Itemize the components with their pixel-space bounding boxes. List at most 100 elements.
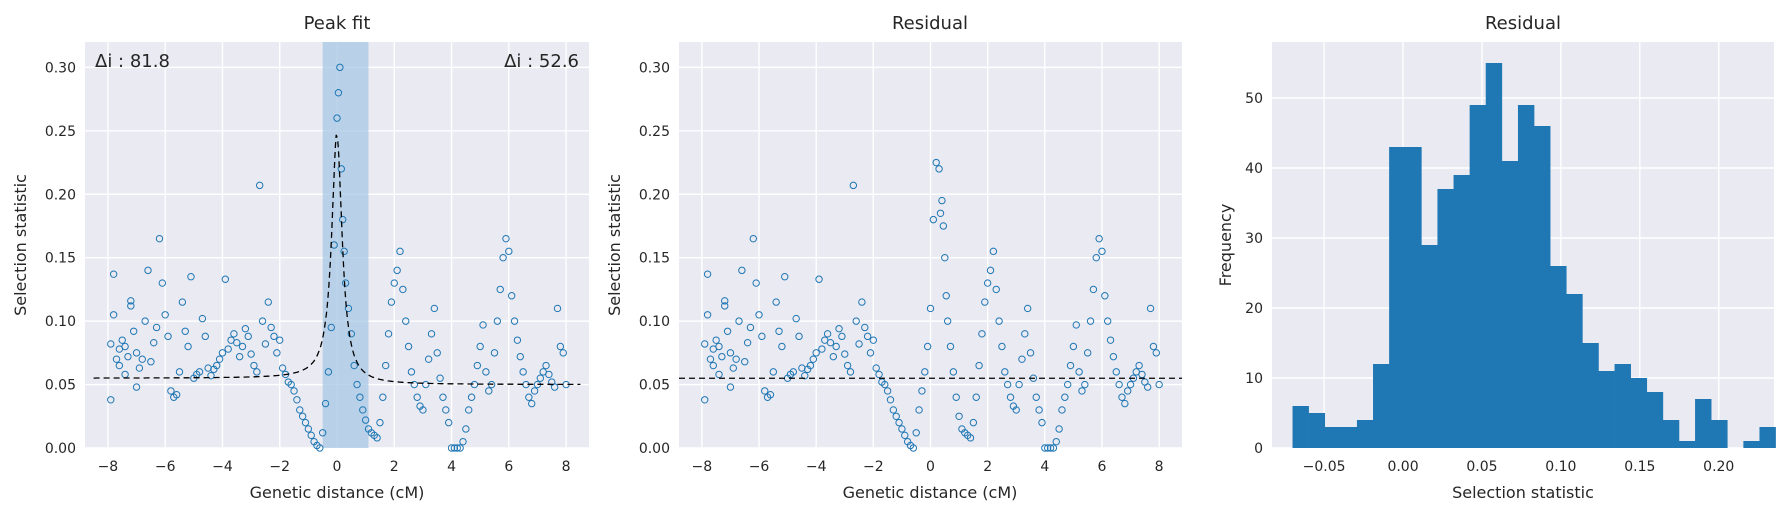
panel-title-residual-histogram: Residual: [1485, 13, 1561, 34]
scatter-point: [995, 317, 1003, 325]
scatter-point: [866, 349, 875, 357]
scatter-point: [1109, 352, 1118, 361]
scatter-point: [316, 444, 324, 452]
scatter-point: [353, 380, 361, 389]
scatter-point: [427, 330, 436, 338]
x-tick-label: −8: [98, 459, 119, 475]
scatter-point: [826, 338, 835, 347]
histogram-bar: [1550, 266, 1567, 448]
scatter-point: [559, 349, 567, 357]
scatter-point: [895, 418, 903, 427]
scatter-point: [344, 304, 353, 313]
scatter-point: [946, 342, 955, 351]
ylabel-residual-scatter: Selection statistic: [605, 174, 624, 316]
scatter-point: [402, 317, 410, 325]
ylabel-residual-histogram: Frequency: [1216, 204, 1235, 287]
scatter-point: [801, 371, 809, 380]
scatter-point: [726, 349, 735, 357]
y-tick-label: 0.25: [639, 124, 670, 140]
scatter-point: [155, 234, 164, 243]
x-tick-label: 0.20: [1703, 459, 1734, 475]
scatter-point: [1092, 253, 1100, 262]
histogram-bar: [1662, 420, 1680, 448]
scatter-point: [735, 317, 743, 325]
scatter-point: [1046, 444, 1055, 452]
scatter-point: [998, 342, 1006, 351]
x-tick-label: 4: [1040, 459, 1049, 475]
scatter-point: [505, 247, 513, 256]
scatter-point: [835, 325, 843, 333]
y-tick-label: 0.10: [45, 314, 76, 330]
scatter-point: [121, 342, 129, 351]
scatter-point: [1078, 387, 1086, 395]
scatter-point: [1112, 368, 1120, 376]
scatter-point: [992, 285, 1000, 294]
scatter-point: [158, 279, 167, 287]
scatter-point: [482, 368, 490, 376]
scatter-point: [858, 298, 866, 306]
scatter-point: [456, 444, 464, 452]
scatter-point: [1003, 380, 1012, 389]
scatter-point: [883, 387, 892, 395]
fit-curve: [93, 134, 581, 386]
xlabel-residual-scatter: Genetic distance (cM): [843, 483, 1018, 502]
scatter-point: [550, 383, 559, 391]
scatter-point: [841, 350, 849, 358]
scatter-point: [941, 253, 949, 262]
scatter-point: [795, 332, 803, 341]
scatter-point: [334, 89, 343, 97]
histogram-bar: [1292, 406, 1309, 448]
scatter-point: [258, 317, 267, 325]
x-tick-label: 0.00: [1387, 459, 1418, 475]
scatter-point: [261, 340, 270, 348]
scatter-point: [978, 330, 986, 338]
y-tick-label: 0.30: [45, 60, 76, 76]
scatter-point: [1146, 304, 1155, 313]
scatter-point: [861, 323, 869, 332]
scatter-point: [556, 342, 565, 351]
scatter-point: [436, 374, 444, 382]
histogram-bar: [1501, 161, 1519, 448]
scatter-point: [376, 418, 384, 427]
x-tick-label: −2: [269, 459, 290, 475]
scatter-point: [1103, 317, 1112, 325]
scatter-point: [869, 336, 878, 344]
scatter-point: [132, 349, 141, 357]
scatter-point: [749, 234, 758, 243]
scatter-point: [490, 349, 499, 357]
y-tick-label: 0.15: [639, 251, 670, 267]
xticks-residual-histogram: −0.05 0.00 0.05 0.10 0.15 0.20: [1303, 459, 1735, 475]
scatter-point: [296, 406, 304, 414]
scatter-point: [806, 361, 815, 370]
histogram-bar: [1485, 63, 1503, 448]
xticks-residual-scatter: −8 −6 −4 −2 0 2 4 6 8: [692, 459, 1164, 475]
scatter-point: [129, 327, 138, 335]
scatter-point: [889, 406, 898, 414]
scatter-point: [453, 444, 461, 452]
scatter-point: [127, 297, 135, 305]
scatter-point: [1089, 285, 1098, 294]
scatter-point: [250, 361, 258, 370]
scatter-point: [921, 368, 929, 376]
scatter-point: [986, 266, 995, 275]
scatter-point: [516, 352, 524, 361]
scatter-point: [912, 429, 920, 437]
scatter-point: [109, 270, 118, 278]
bars-residual-histogram: [1292, 63, 1776, 448]
histogram-bar: [1308, 413, 1326, 448]
scatter-point: [356, 393, 364, 401]
histogram-bar: [1630, 378, 1648, 448]
scatter-point: [712, 336, 720, 344]
histogram-bar: [1678, 441, 1696, 448]
y-tick-label: 30: [1245, 231, 1263, 247]
histogram-bar: [1437, 189, 1454, 448]
scatter-point: [918, 387, 926, 395]
scatter-point: [387, 298, 396, 306]
scatter-point: [1155, 380, 1163, 389]
scatter-point: [419, 406, 427, 414]
scatter-point: [1018, 355, 1026, 363]
scatter-point: [1038, 418, 1046, 427]
x-tick-label: 4: [447, 459, 456, 475]
scatter-point: [1041, 444, 1049, 452]
scatter-point: [886, 396, 895, 404]
